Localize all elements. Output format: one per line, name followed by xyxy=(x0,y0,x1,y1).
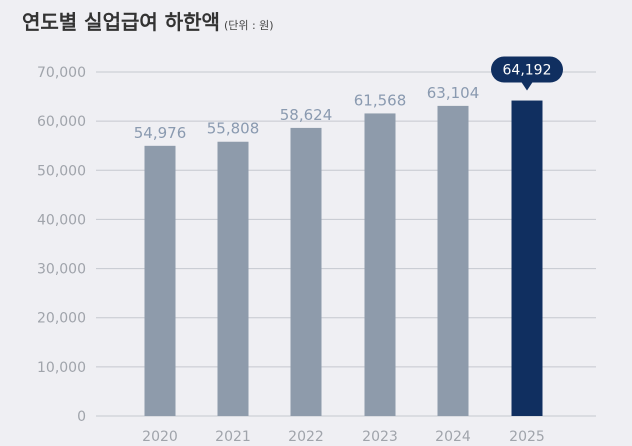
data-label: 55,808 xyxy=(207,120,260,138)
bar xyxy=(217,141,249,417)
bar xyxy=(511,100,543,416)
data-label: 64,192 xyxy=(503,63,552,79)
x-tick-label: 2024 xyxy=(435,429,471,445)
data-label: 61,568 xyxy=(354,91,407,109)
bar xyxy=(364,113,396,416)
chart-title: 연도별 실업급여 하한액 (단위 : 원) xyxy=(22,6,274,35)
x-tick-label: 2021 xyxy=(215,429,251,445)
bar xyxy=(144,145,176,417)
y-tick-label: 20,000 xyxy=(37,311,86,327)
x-tick-label: 2020 xyxy=(142,429,178,445)
data-label: 54,976 xyxy=(134,124,187,142)
x-tick-label: 2022 xyxy=(288,429,324,445)
bar xyxy=(290,127,322,417)
y-tick-label: 60,000 xyxy=(37,114,86,130)
data-label: 58,624 xyxy=(280,106,333,124)
y-tick-label: 50,000 xyxy=(37,163,86,179)
x-tick-label: 2023 xyxy=(362,429,398,445)
unit-label: (단위 : 원) xyxy=(223,19,274,32)
y-tick-label: 40,000 xyxy=(37,212,86,228)
y-tick-label: 10,000 xyxy=(37,360,86,376)
x-tick-label: 2025 xyxy=(509,429,545,445)
callout-pointer xyxy=(521,81,533,91)
chart-title-text: 연도별 실업급여 하한액 xyxy=(22,10,220,34)
data-label: 63,104 xyxy=(427,84,480,102)
y-tick-label: 30,000 xyxy=(37,262,86,278)
y-tick-label: 70,000 xyxy=(37,65,86,81)
bar xyxy=(437,105,469,416)
value-callout xyxy=(491,56,563,83)
y-tick-label: 0 xyxy=(77,409,86,425)
